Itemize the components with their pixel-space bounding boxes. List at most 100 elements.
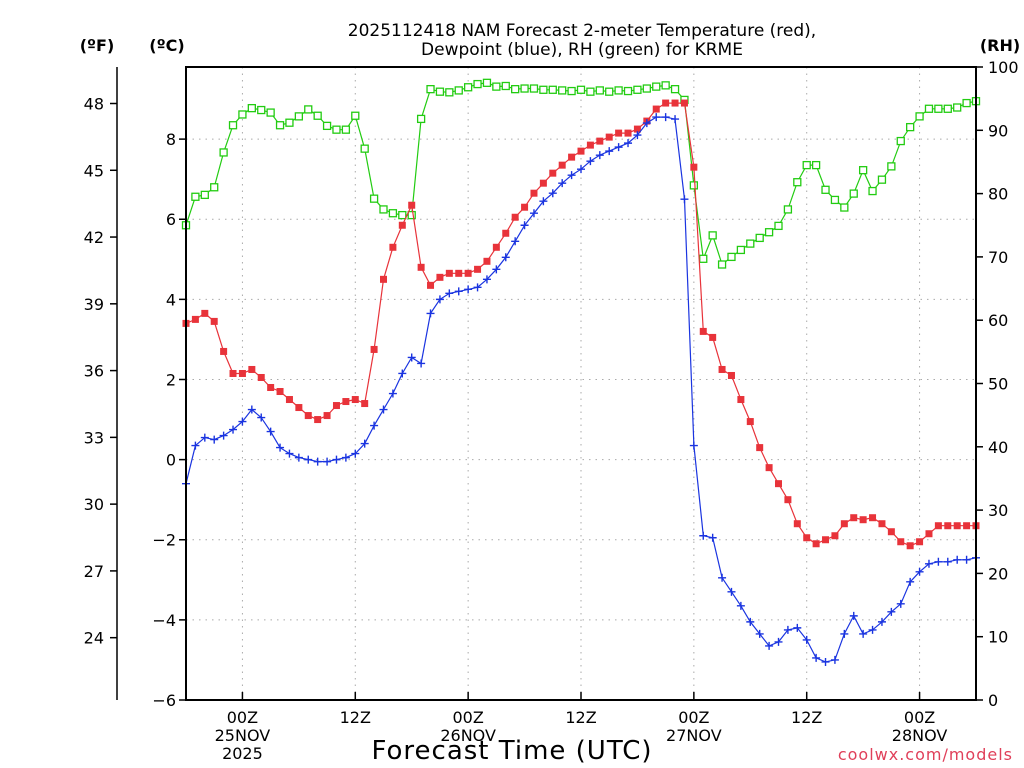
rh-point <box>906 122 915 132</box>
temperature-point <box>840 520 848 528</box>
rh-point <box>445 88 454 97</box>
dewpoint-point <box>830 655 839 664</box>
temperature-point <box>257 373 265 381</box>
dewpoint-point <box>492 265 501 274</box>
time-tick-label: 28NOV <box>892 726 948 745</box>
temperature-point <box>662 99 670 107</box>
rh-point <box>388 209 398 218</box>
rh-point <box>454 86 463 95</box>
dewpoint-line <box>185 116 977 663</box>
time-tick-label: 27NOV <box>666 726 722 745</box>
dewpoint-point <box>849 611 858 620</box>
dewpoint-point <box>200 433 209 442</box>
temperature-point <box>248 365 256 373</box>
dewpoint-point <box>633 131 642 140</box>
temperature-point <box>775 480 782 488</box>
dewpoint-point <box>379 405 388 414</box>
dewpoint-point <box>464 285 473 294</box>
temperature-point <box>727 371 735 379</box>
dewpoint-point <box>783 625 792 634</box>
dewpoint-point <box>868 625 877 634</box>
dewpoint-point <box>435 295 444 304</box>
dewpoint-point <box>304 455 313 464</box>
temperature-point <box>944 522 952 530</box>
dewpoint-point <box>877 617 886 626</box>
rh-tick-label: 100 <box>988 58 1019 77</box>
rh-point <box>332 125 341 134</box>
temperature-point <box>916 538 924 546</box>
time-tick-label: 12Z <box>565 708 596 727</box>
dewpoint-point <box>802 635 811 644</box>
dewpoint-point <box>276 443 285 452</box>
dewpoint-point <box>266 427 275 436</box>
rh-point <box>717 260 727 269</box>
dewpoint-point <box>652 113 661 122</box>
rh-tick-label: 30 <box>988 501 1008 520</box>
temperature-point <box>756 444 764 452</box>
temperature-point <box>549 169 557 177</box>
rh-point <box>322 121 332 131</box>
temperature-point <box>483 257 491 265</box>
rh-point <box>351 111 360 120</box>
dewpoint-point <box>680 195 689 204</box>
celsius-tick-label: 6 <box>166 210 176 229</box>
rh-point <box>511 85 520 94</box>
celsius-axis-unit: (ºC) <box>149 36 184 55</box>
dewpoint-point <box>746 617 755 626</box>
dewpoint-point <box>896 599 905 608</box>
dewpoint-point <box>520 221 529 230</box>
dewpoint-point <box>294 453 303 462</box>
rh-point <box>200 190 209 200</box>
fahrenheit-tick-label: 24 <box>84 629 104 648</box>
dewpoint-point <box>765 641 774 650</box>
dewpoint-point <box>360 439 369 448</box>
temperature-point <box>793 520 801 528</box>
rh-point <box>689 181 699 190</box>
rh-point <box>736 245 746 255</box>
temperature-point <box>285 396 293 404</box>
rh-point <box>661 81 670 90</box>
chart-title-line-1: 2025112418 NAM Forecast 2-meter Temperat… <box>348 21 816 41</box>
dewpoint-point <box>426 309 435 318</box>
dewpoint-point <box>445 289 454 298</box>
dewpoint-point <box>567 171 576 180</box>
dewpoint-point <box>341 453 350 462</box>
temperature-point <box>238 369 246 377</box>
rh-point <box>953 103 962 112</box>
rh-point <box>670 85 680 94</box>
dewpoint-point <box>793 623 802 632</box>
temperature-point <box>859 516 867 524</box>
time-tick-label: 00Z <box>904 708 935 727</box>
dewpoint-point <box>332 455 341 464</box>
rh-point <box>642 84 651 93</box>
temperature-point <box>210 317 218 325</box>
temperature-point <box>615 129 623 137</box>
rh-point <box>238 110 247 119</box>
chart-title-line-2: Dewpoint (blue), RH (green) for KRME <box>421 40 743 60</box>
rh-point <box>247 103 256 113</box>
rh-tick-label: 90 <box>988 121 1008 140</box>
rh-point <box>558 86 567 95</box>
rh-series <box>181 78 981 269</box>
rh-point <box>821 185 830 194</box>
rh-point <box>275 121 285 130</box>
celsius-tick-label: 4 <box>166 290 176 309</box>
temperature-point <box>953 522 961 530</box>
temperature-point <box>680 99 688 107</box>
rh-point <box>858 166 868 175</box>
rh-point <box>257 105 266 115</box>
temperature-point <box>351 396 359 404</box>
rh-axis-ticks: 0 10 20 30 40 50 60 70 80 90 100 <box>976 58 1019 710</box>
dewpoint-point <box>247 405 256 414</box>
temperature-point <box>831 532 839 540</box>
temperature-point <box>417 263 425 271</box>
fahrenheit-tick-label: 36 <box>84 362 104 381</box>
dewpoint-point <box>257 413 266 422</box>
temperature-point <box>191 315 199 323</box>
dewpoint-point <box>661 113 670 122</box>
temperature-point <box>718 365 726 373</box>
time-tick-label: 12Z <box>791 708 822 727</box>
dewpoint-point <box>887 607 896 616</box>
temperature-point <box>539 179 547 187</box>
